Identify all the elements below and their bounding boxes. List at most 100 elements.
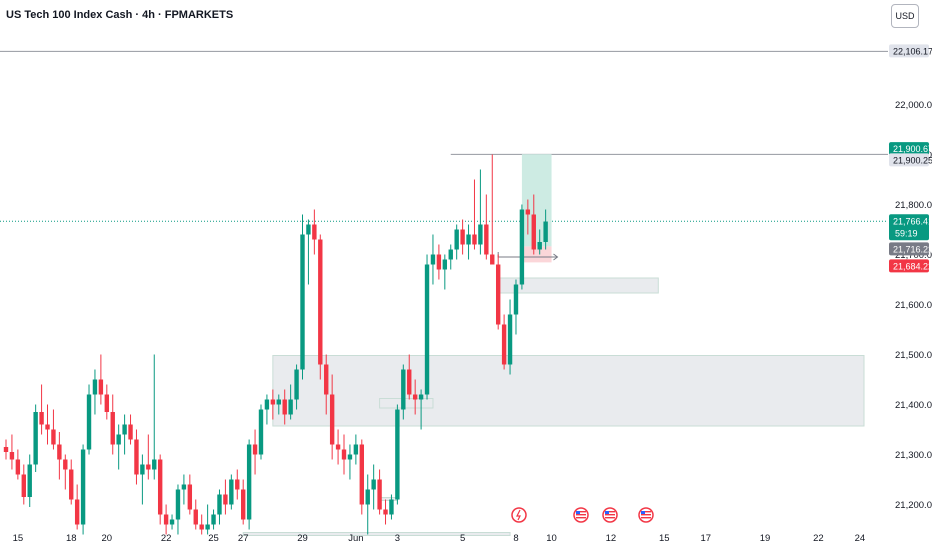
candle-body[interactable] xyxy=(466,234,471,245)
candle-body[interactable] xyxy=(341,449,347,460)
candle-body[interactable] xyxy=(122,424,127,435)
candle-body[interactable] xyxy=(507,314,513,365)
candle-body[interactable] xyxy=(134,439,139,475)
x-tick-label: 19 xyxy=(760,533,771,544)
candle-body[interactable] xyxy=(252,444,258,455)
candle-body[interactable] xyxy=(454,229,459,250)
candle-body[interactable] xyxy=(359,444,364,505)
candle-body[interactable] xyxy=(152,459,157,470)
candle-body[interactable] xyxy=(407,369,412,395)
candle-body[interactable] xyxy=(495,264,501,325)
candle-body[interactable] xyxy=(306,224,311,235)
candle-body[interactable] xyxy=(264,399,270,410)
candle-body[interactable] xyxy=(460,229,465,245)
candle-body[interactable] xyxy=(181,484,187,490)
candle-body[interactable] xyxy=(39,412,44,425)
candle-body[interactable] xyxy=(175,489,181,520)
candle-body[interactable] xyxy=(246,444,252,520)
candle-body[interactable] xyxy=(33,412,38,465)
candle-body[interactable] xyxy=(448,249,453,260)
candle-body[interactable] xyxy=(353,444,359,455)
candle-body[interactable] xyxy=(235,479,240,490)
candle-body[interactable] xyxy=(294,369,299,400)
candle-body[interactable] xyxy=(389,499,394,515)
candle-body[interactable] xyxy=(347,454,353,460)
candle-body[interactable] xyxy=(140,464,145,475)
candle-body[interactable] xyxy=(98,379,104,395)
candle-body[interactable] xyxy=(80,449,86,525)
candle-body[interactable] xyxy=(490,254,495,265)
candle-body[interactable] xyxy=(371,479,376,490)
candle-body[interactable] xyxy=(116,434,121,445)
flag-canton xyxy=(605,511,609,514)
candle-body[interactable] xyxy=(74,499,80,525)
candle-body[interactable] xyxy=(312,224,317,240)
candle-body[interactable] xyxy=(288,399,293,415)
candle-body[interactable] xyxy=(92,379,98,395)
candle-body[interactable] xyxy=(15,459,21,475)
candle-body[interactable] xyxy=(418,394,424,400)
candle-body[interactable] xyxy=(478,224,483,245)
candle-body[interactable] xyxy=(169,519,175,525)
candle-body[interactable] xyxy=(9,452,15,460)
candle-body[interactable] xyxy=(187,484,193,510)
candle-body[interactable] xyxy=(318,239,323,365)
candle-body[interactable] xyxy=(63,459,68,470)
candle-body[interactable] xyxy=(383,509,388,515)
candle-body[interactable] xyxy=(430,254,436,265)
candle-body[interactable] xyxy=(377,479,382,510)
candle-body[interactable] xyxy=(86,394,92,450)
candle-body[interactable] xyxy=(436,254,442,270)
x-tick-label: 27 xyxy=(238,533,249,544)
candle-body[interactable] xyxy=(193,509,198,525)
candle-body[interactable] xyxy=(217,494,222,515)
candle-body[interactable] xyxy=(276,399,281,405)
candle-body[interactable] xyxy=(223,494,228,505)
candle-body[interactable] xyxy=(211,514,216,525)
currency-button[interactable]: USD xyxy=(891,4,919,28)
candle-body[interactable] xyxy=(525,209,531,215)
candle-body[interactable] xyxy=(412,394,418,400)
candle-body[interactable] xyxy=(69,469,74,500)
candle-body[interactable] xyxy=(282,399,287,415)
candle-body[interactable] xyxy=(157,459,163,515)
candle-body[interactable] xyxy=(270,399,276,405)
candle-body[interactable] xyxy=(401,369,406,410)
candle-body[interactable] xyxy=(57,444,62,460)
candle-body[interactable] xyxy=(513,284,519,315)
candle-body[interactable] xyxy=(543,221,548,243)
candle-body[interactable] xyxy=(424,264,430,395)
candle-body[interactable] xyxy=(21,474,26,498)
candle-body[interactable] xyxy=(519,209,525,285)
candle-body[interactable] xyxy=(205,524,210,530)
candle-body[interactable] xyxy=(537,242,542,250)
candle-body[interactable] xyxy=(163,514,169,525)
candle-body[interactable] xyxy=(531,214,536,250)
candle-body[interactable] xyxy=(365,489,370,505)
candle-body[interactable] xyxy=(45,424,50,430)
flash-icon[interactable] xyxy=(511,507,527,523)
candle-body[interactable] xyxy=(146,464,151,470)
candle-body[interactable] xyxy=(3,447,9,452)
candle-body[interactable] xyxy=(258,409,264,455)
candle-body[interactable] xyxy=(324,364,329,395)
candle-body[interactable] xyxy=(484,224,489,255)
candle-body[interactable] xyxy=(501,324,507,365)
candle-body[interactable] xyxy=(329,394,335,445)
candle-body[interactable] xyxy=(335,444,341,450)
candle-body[interactable] xyxy=(110,412,115,445)
candle-body[interactable] xyxy=(51,429,56,445)
candle-body[interactable] xyxy=(128,424,133,440)
position-stop-area[interactable] xyxy=(521,246,552,263)
candle-body[interactable] xyxy=(300,234,305,370)
candle-body[interactable] xyxy=(27,464,32,498)
candle-body[interactable] xyxy=(104,394,110,413)
candle-body[interactable] xyxy=(241,489,246,520)
price-label-text: 22,106.17 xyxy=(893,46,932,56)
candle-body[interactable] xyxy=(472,234,477,245)
candle-body[interactable] xyxy=(395,409,400,500)
candle-body[interactable] xyxy=(442,259,448,270)
candle-body[interactable] xyxy=(229,479,234,505)
candle-body[interactable] xyxy=(199,524,204,530)
